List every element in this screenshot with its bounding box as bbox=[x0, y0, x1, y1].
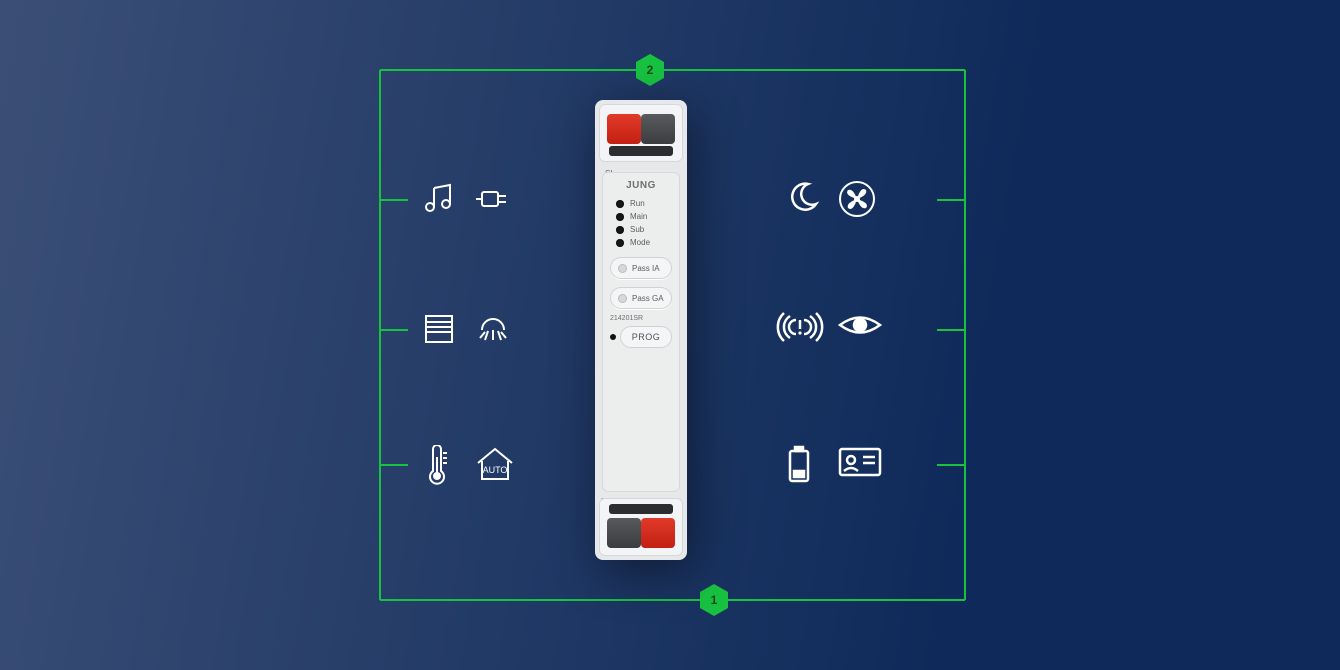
terminal-clip-red bbox=[607, 114, 641, 144]
prog-row: PROG bbox=[610, 326, 672, 348]
terminal-slot bbox=[609, 146, 673, 156]
top-terminal: SL bbox=[599, 104, 683, 162]
led-row: Sub bbox=[602, 223, 680, 236]
device-face: JUNG Run Main Sub Mode Pass IA Pass GA 21420… bbox=[602, 172, 680, 492]
eye-icon bbox=[838, 310, 882, 340]
diagram-stage: 2 1 AUTO SL JUNG RunMainSubMode Pass IAP… bbox=[0, 0, 1340, 670]
battery-icon bbox=[786, 445, 812, 485]
button-led bbox=[618, 294, 627, 303]
status-led bbox=[616, 200, 624, 208]
node-top-label: 2 bbox=[636, 54, 664, 86]
terminal-clip-black bbox=[607, 518, 641, 548]
thermometer-icon bbox=[420, 445, 454, 487]
led-label: Run bbox=[630, 199, 645, 208]
plug-icon bbox=[474, 180, 512, 218]
button-label: Pass IA bbox=[632, 264, 660, 273]
led-list: Run Main Sub Mode bbox=[602, 197, 680, 249]
button-led bbox=[618, 264, 627, 273]
button-list: Pass IA Pass GA bbox=[602, 249, 680, 309]
auto-house-icon: AUTO bbox=[474, 445, 516, 485]
fan-icon bbox=[838, 180, 876, 218]
node-bottom: 1 bbox=[700, 584, 728, 616]
prog-led bbox=[610, 334, 616, 340]
node-bottom-label: 1 bbox=[700, 584, 728, 616]
moon-icon bbox=[786, 180, 820, 214]
status-led bbox=[616, 226, 624, 234]
terminal-clip-black bbox=[641, 114, 675, 144]
pass-button[interactable]: Pass IA bbox=[610, 257, 672, 279]
light-rays-icon bbox=[474, 310, 512, 348]
led-label: Mode bbox=[630, 238, 650, 247]
device-body: SL JUNG Run Main Sub Mode Pass IA Pass GA 21… bbox=[595, 100, 687, 560]
svg-text:AUTO: AUTO bbox=[483, 465, 508, 475]
bottom-terminal bbox=[599, 498, 683, 556]
led-label: Sub bbox=[630, 225, 644, 234]
id-card-icon bbox=[838, 445, 882, 479]
led-row: Main bbox=[602, 210, 680, 223]
status-led bbox=[616, 213, 624, 221]
model-number: 214201SR bbox=[610, 315, 643, 322]
terminal-clip-red bbox=[641, 518, 675, 548]
prog-button[interactable]: PROG bbox=[620, 326, 672, 348]
led-label: Main bbox=[630, 212, 647, 221]
status-led bbox=[616, 239, 624, 247]
music-icon bbox=[420, 180, 458, 218]
terminal-slot bbox=[609, 504, 673, 514]
node-top: 2 bbox=[636, 54, 664, 86]
pass-button[interactable]: Pass GA bbox=[610, 287, 672, 309]
led-row: Run bbox=[602, 197, 680, 210]
alarm-waves-icon bbox=[776, 310, 824, 344]
led-row: Mode bbox=[602, 236, 680, 249]
knx-device: SL JUNG Run Main Sub Mode Pass IA Pass GA 21… bbox=[595, 100, 687, 560]
brand-label: JUNG bbox=[626, 180, 656, 191]
button-label: Pass GA bbox=[632, 294, 664, 303]
blinds-icon bbox=[420, 310, 458, 348]
